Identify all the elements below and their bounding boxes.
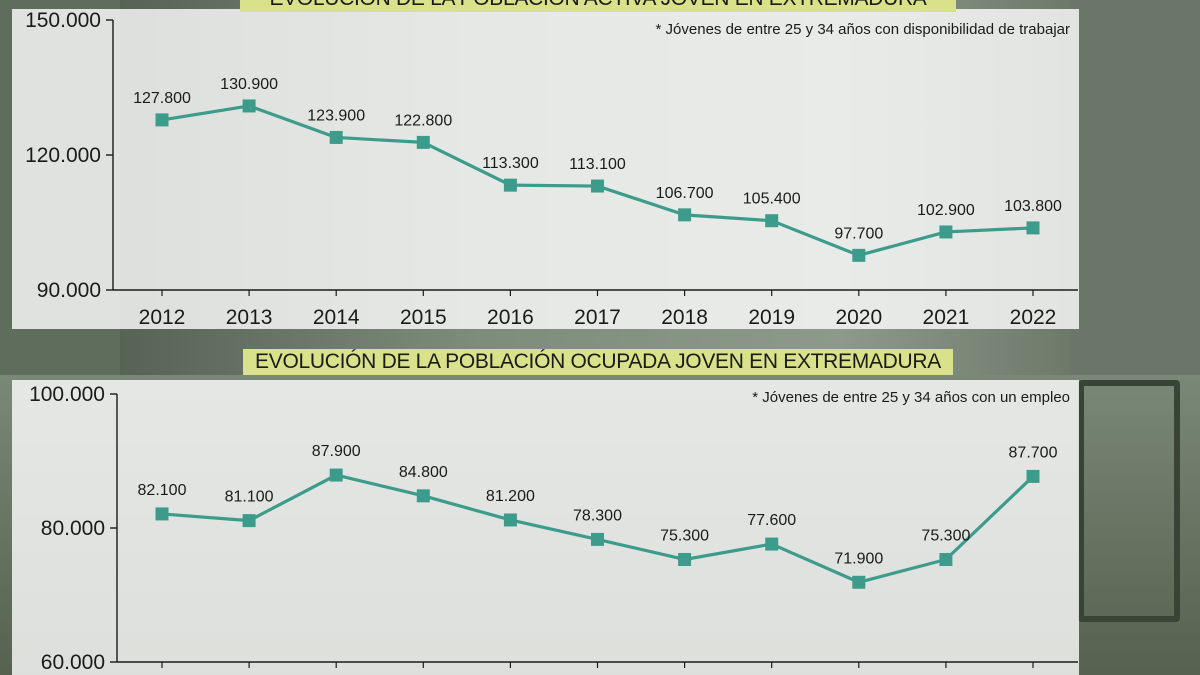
activa-x-tick-label: 2016 xyxy=(487,306,534,329)
activa-y-tick-label: 150.000 xyxy=(25,9,101,32)
ocupada-data-label: 87.700 xyxy=(1009,444,1058,461)
ocupada-y-tick-label: 60.000 xyxy=(41,651,105,674)
activa-x-tick-label: 2022 xyxy=(1010,306,1057,329)
ocupada-note: * Jóvenes de entre 25 y 34 años con un e… xyxy=(752,389,1070,406)
activa-data-label: 113.100 xyxy=(569,156,626,173)
ocupada-x-tick-label: 2022 xyxy=(1010,672,1057,675)
activa-x-tick-label: 2013 xyxy=(226,306,273,329)
activa-y-tick-label: 120.000 xyxy=(25,144,101,167)
ocupada-data-point xyxy=(939,552,953,566)
activa-x-tick-label: 2015 xyxy=(400,306,447,329)
ocupada-x-tick-label: 2019 xyxy=(748,672,795,675)
activa-data-point xyxy=(765,214,779,228)
ocupada-data-point xyxy=(1026,469,1040,483)
activa-data-label: 97.700 xyxy=(834,225,883,242)
activa-data-label: 130.900 xyxy=(220,76,278,93)
ocupada-data-point xyxy=(242,514,256,528)
ocupada-y-tick-label: 100.000 xyxy=(29,383,105,406)
ocupada-data-point xyxy=(416,489,430,503)
activa-data-point xyxy=(678,208,692,222)
activa-data-point xyxy=(591,179,604,193)
ocupada-data-label: 75.300 xyxy=(660,527,709,544)
ocupada-data-label: 87.900 xyxy=(312,443,361,460)
activa-data-point xyxy=(503,178,517,192)
ocupada-x-tick-label: 2014 xyxy=(313,672,360,675)
ocupada-data-label: 82.100 xyxy=(138,482,187,499)
ocupada-data-point xyxy=(765,537,779,551)
activa-data-point xyxy=(242,99,256,113)
activa-data-label: 127.800 xyxy=(133,90,191,107)
activa-data-point xyxy=(852,248,866,262)
ocupada-data-label: 81.200 xyxy=(486,488,535,505)
ocupada-y-tick-label: 80.000 xyxy=(41,517,105,540)
activa-x-tick-label: 2017 xyxy=(574,306,621,329)
activa-data-label: 105.400 xyxy=(743,191,801,208)
activa-x-tick-label: 2018 xyxy=(661,306,708,329)
ocupada-data-label: 75.300 xyxy=(921,527,970,544)
activa-y-tick-label: 90.000 xyxy=(37,279,101,302)
activa-data-label: 123.900 xyxy=(307,107,365,124)
ocupada-data-label: 81.100 xyxy=(225,489,274,506)
ocupada-x-tick-label: 2016 xyxy=(487,672,534,675)
ocupada-data-label: 84.800 xyxy=(399,464,448,481)
ocupada-data-label: 77.600 xyxy=(747,512,796,529)
ocupada-data-point xyxy=(591,532,604,546)
ocupada-x-tick-label: 2013 xyxy=(226,672,273,675)
activa-data-point xyxy=(1026,221,1040,235)
ocupada-x-tick-label: 2012 xyxy=(139,672,186,675)
chart-title-ocupada: EVOLUCIÓN DE LA POBLACIÓN OCUPADA JOVEN … xyxy=(243,349,953,375)
ocupada-series-line xyxy=(161,473,1035,584)
ocupada-data-label: 71.900 xyxy=(834,550,883,567)
ocupada-data-point xyxy=(503,513,517,527)
activa-note: * Jóvenes de entre 25 y 34 años con disp… xyxy=(656,21,1070,38)
activa-x-tick-label: 2014 xyxy=(313,306,360,329)
activa-data-point xyxy=(416,135,430,149)
activa-x-tick-label: 2021 xyxy=(923,306,970,329)
activa-data-label: 122.800 xyxy=(394,112,452,129)
ocupada-data-point xyxy=(329,468,343,482)
ocupada-x-tick-label: 2015 xyxy=(400,672,447,675)
chart-panel-activa xyxy=(12,9,1079,329)
activa-data-label: 113.300 xyxy=(482,155,539,172)
ocupada-x-tick-label: 2020 xyxy=(835,672,882,675)
activa-x-tick-label: 2020 xyxy=(835,306,882,329)
activa-x-tick-label: 2012 xyxy=(139,306,186,329)
activa-data-point xyxy=(155,113,169,127)
activa-data-label: 106.700 xyxy=(656,185,714,202)
ocupada-data-point xyxy=(852,575,866,589)
activa-x-tick-label: 2019 xyxy=(748,306,795,329)
ocupada-x-tick-label: 2021 xyxy=(923,672,970,675)
ocupada-x-tick-label: 2017 xyxy=(574,672,621,675)
activa-data-label: 103.800 xyxy=(1004,198,1062,215)
chart-title-activa: EVOLUCIÓN DE LA POBLACIÓN ACTIVA JOVEN E… xyxy=(240,0,956,12)
ocupada-data-point xyxy=(155,507,169,521)
ocupada-data-label: 78.300 xyxy=(573,507,622,524)
ocupada-x-tick-label: 2018 xyxy=(661,672,708,675)
activa-data-point xyxy=(939,225,953,239)
activa-data-point xyxy=(329,130,343,144)
ocupada-data-point xyxy=(678,552,692,566)
activa-data-label: 102.900 xyxy=(917,202,975,219)
